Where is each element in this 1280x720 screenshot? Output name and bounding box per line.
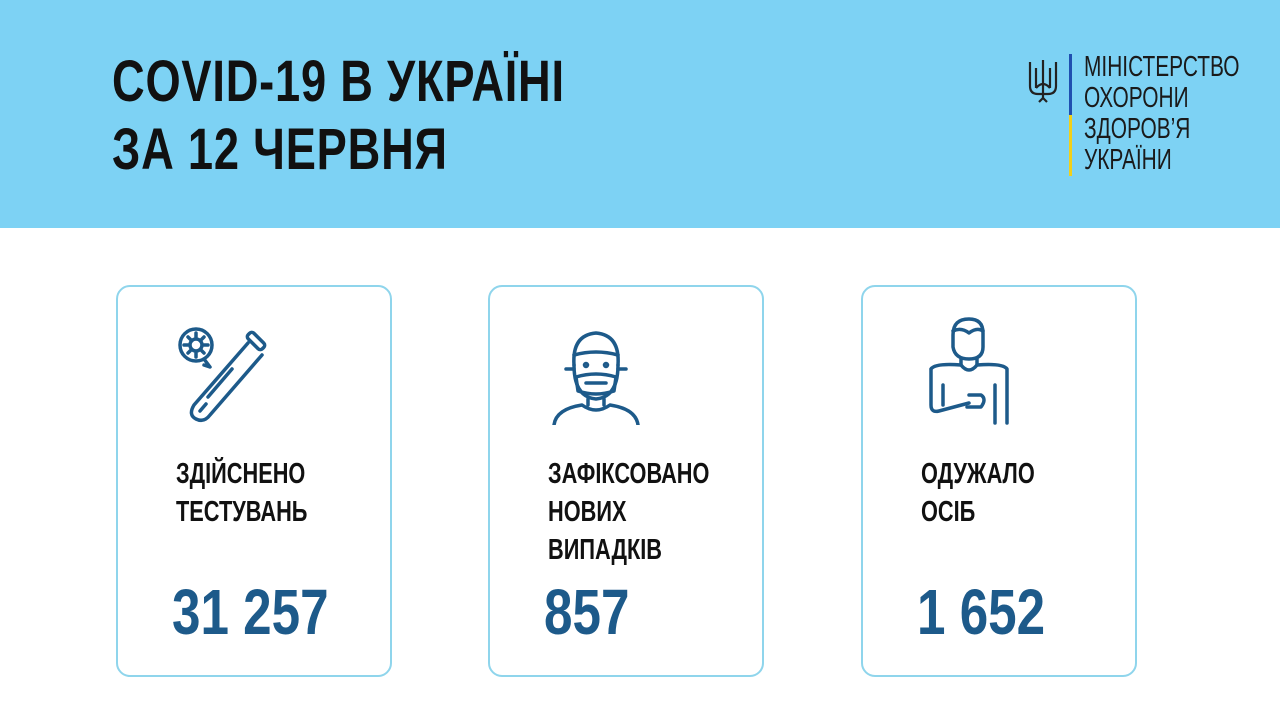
recovered-person-icon	[929, 317, 1009, 425]
recovered-value: 1 652	[917, 576, 1046, 648]
recovered-label: ОДУЖАЛО ОСІБ	[921, 455, 1035, 531]
tests-card: ЗДІЙСНЕНО ТЕСТУВАНЬ 31 257	[116, 285, 392, 677]
title-line-1: COVID-19 В УКРАЇНІ	[112, 49, 565, 114]
ministry-line: ОХОРОНИ	[1084, 82, 1189, 114]
label-line: ТЕСТУВАНЬ	[176, 496, 308, 528]
masked-person-icon	[552, 331, 640, 425]
recovered-card: ОДУЖАЛО ОСІБ 1 652	[861, 285, 1137, 677]
test-tube-virus-icon	[178, 327, 267, 423]
label-line: ЗДІЙСНЕНО	[176, 458, 306, 490]
tests-label: ЗДІЙСНЕНО ТЕСТУВАНЬ	[176, 455, 307, 531]
new-cases-label: ЗАФІКСОВАНО НОВИХ ВИПАДКІВ	[548, 455, 709, 569]
label-line: НОВИХ	[548, 496, 627, 528]
new-cases-card: ЗАФІКСОВАНО НОВИХ ВИПАДКІВ 857	[488, 285, 764, 677]
trident-icon	[1028, 60, 1058, 103]
header-banner: COVID-19 В УКРАЇНІ ЗА 12 ЧЕРВНЯ МІНІСТЕР…	[0, 0, 1280, 228]
title-line-2: ЗА 12 ЧЕРВНЯ	[112, 117, 448, 182]
label-line: ВИПАДКІВ	[548, 534, 663, 566]
ministry-line: УКРАЇНИ	[1084, 144, 1172, 176]
label-line: ЗАФІКСОВАНО	[548, 458, 710, 490]
label-line: ОДУЖАЛО	[921, 458, 1035, 490]
ministry-line: МІНІСТЕРСТВО	[1084, 51, 1240, 83]
tests-value: 31 257	[172, 576, 329, 648]
ministry-line: ЗДОРОВ’Я	[1084, 113, 1191, 145]
ministry-name: МІНІСТЕРСТВО ОХОРОНИ ЗДОРОВ’Я УКРАЇНИ	[1084, 52, 1239, 176]
label-line: ОСІБ	[921, 496, 976, 528]
flag-divider	[1069, 54, 1072, 176]
new-cases-value: 857	[544, 576, 630, 648]
page-title: COVID-19 В УКРАЇНІ ЗА 12 ЧЕРВНЯ	[112, 48, 565, 184]
